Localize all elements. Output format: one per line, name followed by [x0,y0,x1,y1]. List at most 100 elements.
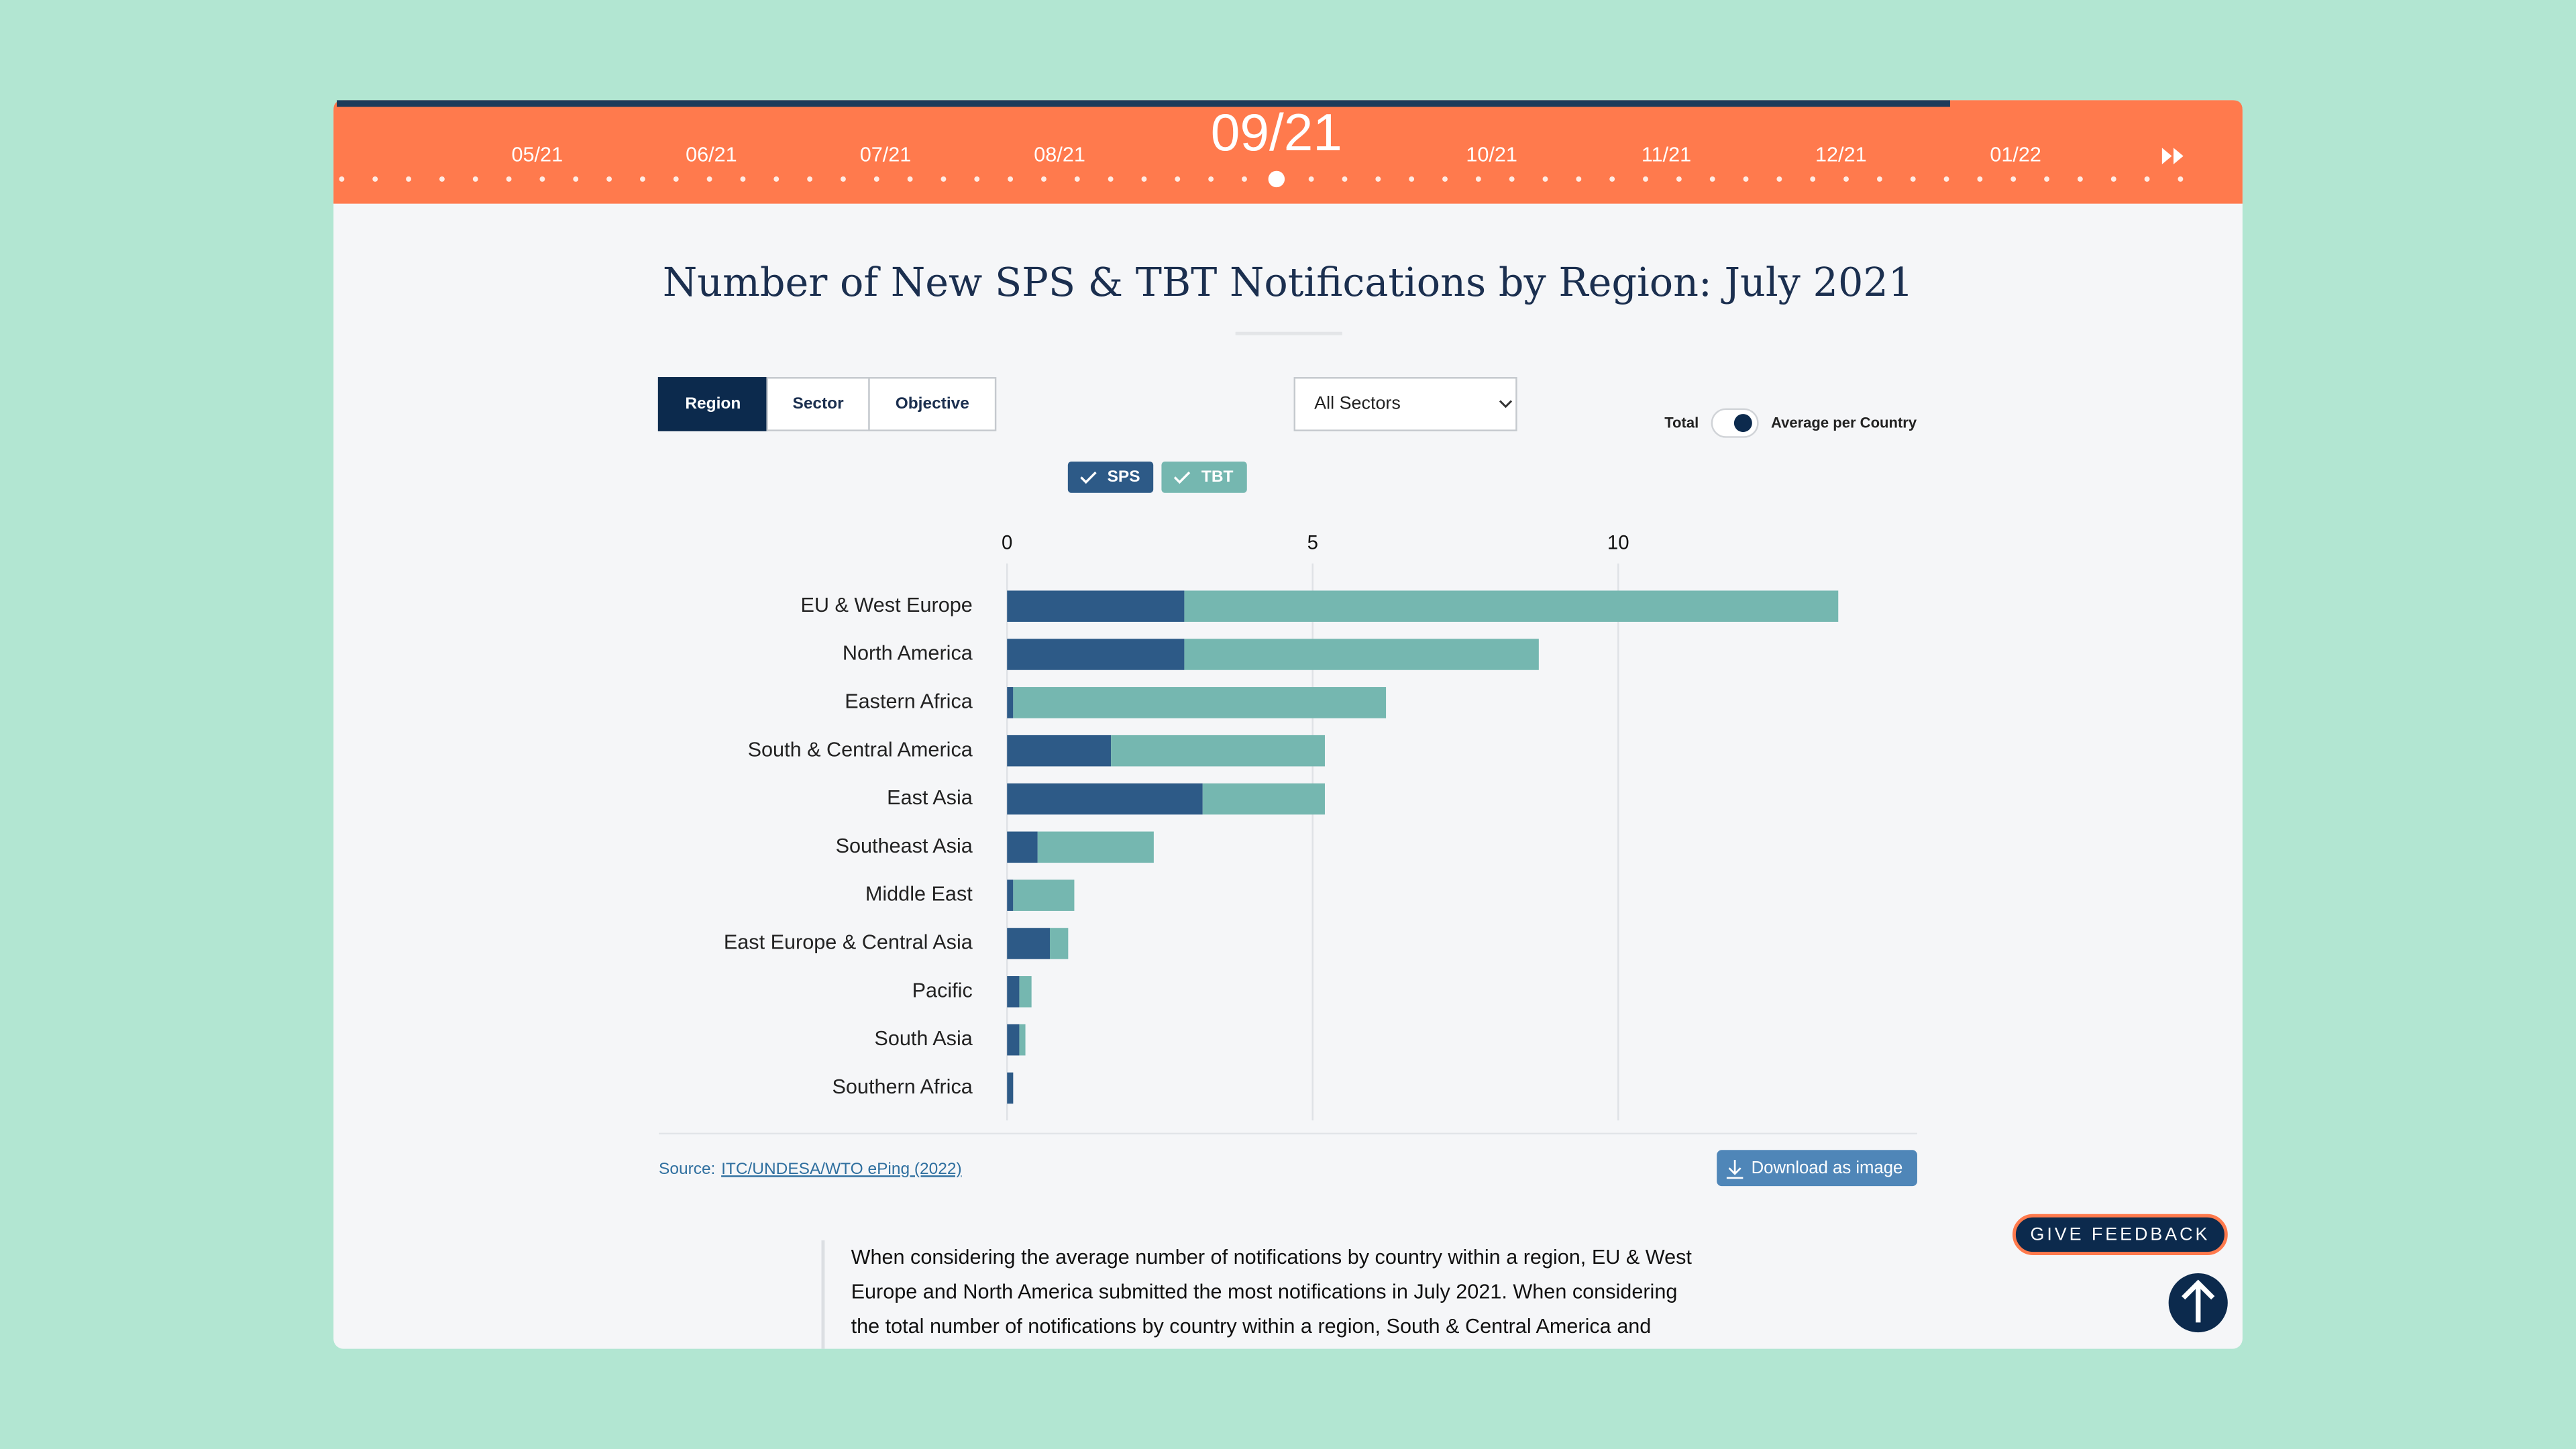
download-button[interactable] [1717,1150,1917,1187]
timeline-dot [941,176,947,182]
timeline-dot [1141,176,1147,182]
timeline-dot [339,176,345,182]
legend-check [1080,471,1097,484]
bar [1007,1072,1014,1104]
bar [1049,928,1069,959]
progress [337,100,1950,107]
tab-label: Region [685,394,741,413]
y-tick-label: Middle East [865,883,973,906]
timeline-dot [1776,176,1782,182]
x-tick-label: 10 [1607,531,1629,553]
timeline-dot [1743,176,1749,182]
y-tick-label: Southern Africa [832,1075,973,1098]
chart-title: Number of New SPS & TBT Notifications by… [663,259,1913,305]
timeline-label[interactable]: 05/21 [512,144,564,166]
legend-label: TBT [1201,468,1234,486]
timeline-dot [1074,176,1080,182]
y-tick-label: EU & West Europe [800,594,972,616]
timeline-dot [1175,176,1181,182]
bar [1019,976,1032,1008]
y-tick-label: Southeast Asia [836,835,973,857]
timeline-dot [1108,176,1114,182]
timeline-dot [1409,176,1415,182]
timeline-current: 09/21 [1211,103,1342,162]
bar [1007,783,1203,815]
timeline-label[interactable]: 01/22 [1990,144,2041,166]
timeline-dot [873,176,879,182]
timeline-label[interactable]: 10/21 [1466,144,1517,166]
timeline-dot [1242,176,1247,182]
timeline-label[interactable]: 12/21 [1815,144,1867,166]
tab-label: Sector [793,394,845,413]
source-link[interactable]: ITC/UNDESA/WTO ePing (2022) [721,1160,962,1178]
timeline-dot [907,176,913,182]
bar [1184,590,1839,622]
legend-chip[interactable] [1161,462,1247,493]
timeline-dot [673,176,679,182]
bar [1013,879,1075,911]
timeline-dot [1876,176,1882,182]
legend-check [1173,471,1191,484]
y-tick-label: Pacific [912,979,973,1002]
timeline-dot [1342,176,1348,182]
timeline-dot [1643,176,1648,182]
bar [1037,831,1154,863]
tab-label: Objective [896,394,969,413]
paragraph-line: the total number of notifications by cou… [851,1315,1652,1338]
timeline-dot [1509,176,1515,182]
bar [1007,639,1185,670]
bar [1007,976,1020,1008]
timeline-dot [2178,176,2184,182]
timeline-dot [2077,176,2083,182]
feedback-button[interactable] [2012,1214,2228,1256]
dropdown[interactable] [1293,377,1517,431]
tab[interactable] [657,377,768,431]
timeline-dot [606,176,612,182]
timeline-dot [1676,176,1682,182]
source-prefix: Source: [659,1160,715,1178]
tab[interactable] [868,377,997,431]
timeline-dot [1375,176,1381,182]
timeline-dot [573,176,579,182]
y-tick-label: South & Central America [748,738,973,761]
bar [1007,687,1014,718]
timeline-dot [372,176,378,182]
timeline-dot [1910,176,1916,182]
timeline-dot [1609,176,1615,182]
tab[interactable] [766,377,870,431]
timeline-dot [1977,176,1983,182]
timeline-dot [807,176,813,182]
x-tick-label: 5 [1307,531,1318,553]
download-label: Download as image [1752,1159,1903,1177]
legend-chip[interactable] [1067,462,1154,493]
timeline-dot [706,176,712,182]
feedback-label: GIVE FEEDBACK [2030,1224,2210,1244]
paragraph-line: When considering the average number of n… [851,1246,1693,1269]
timeline-dot [2144,176,2150,182]
toggle-left: Total [1664,415,1699,431]
arrow-up [2182,1279,2215,1323]
title-underline [1235,331,1342,335]
timeline-dot [1542,176,1548,182]
timeline-dot [506,176,512,182]
timeline-dot [841,176,846,182]
bar [1019,1024,1026,1056]
fast-forward[interactable] [2161,148,2184,164]
timeline-label[interactable]: 07/21 [860,144,912,166]
timeline-label[interactable]: 06/21 [686,144,737,166]
timeline-dot [2044,176,2049,182]
timeline-dot [1208,176,1214,182]
bar [1007,735,1112,767]
timeline-label[interactable]: 08/21 [1034,144,1085,166]
timeline-dot [406,176,411,182]
timeline-dot [640,176,645,182]
timeline-current-dot[interactable] [1268,170,1285,188]
bar [1007,1024,1020,1056]
timeline-label[interactable]: 11/21 [1642,144,1691,166]
timeline-dot [974,176,980,182]
y-tick-label: East Europe & Central Asia [724,931,973,954]
timeline-dot [773,176,780,182]
timeline-dot [1709,176,1715,182]
download-icon [1726,1159,1743,1179]
